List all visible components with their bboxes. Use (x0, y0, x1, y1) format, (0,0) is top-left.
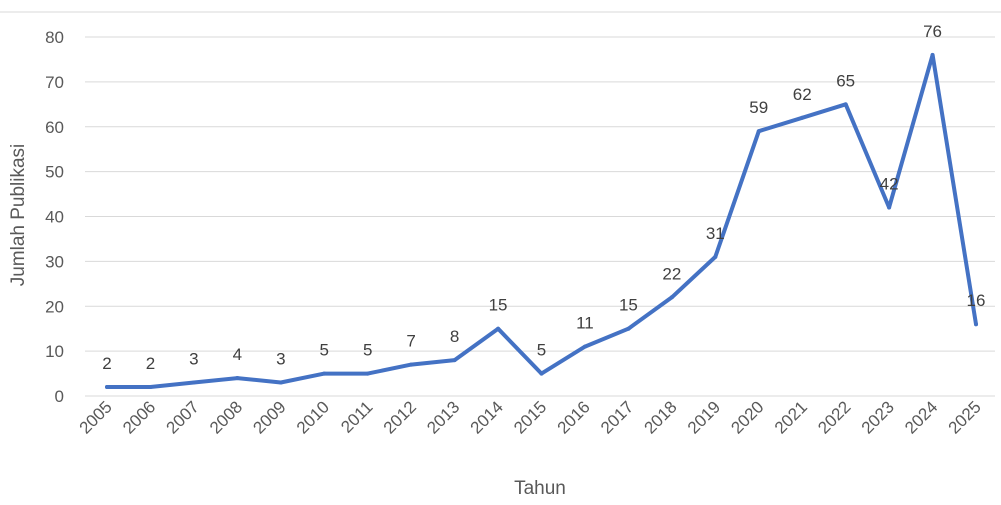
x-tick-label: 2017 (597, 397, 637, 437)
x-axis-title: Tahun (514, 478, 566, 499)
data-point (452, 358, 457, 363)
x-tick-label: 2012 (380, 397, 420, 437)
data-label: 16 (967, 291, 986, 310)
data-label: 65 (836, 71, 855, 90)
x-axis-ticks: 2005 2006 2007 2008 2009 2010 2011 2012 2013 2014… (76, 397, 985, 437)
data-point (756, 129, 761, 134)
data-point (105, 385, 109, 390)
y-tick-label: 70 (45, 73, 64, 92)
y-tick-label: 0 (55, 387, 64, 406)
data-point (800, 115, 805, 120)
data-label: 31 (706, 224, 725, 243)
x-tick-label: 2021 (771, 397, 811, 437)
x-tick-label: 2008 (206, 397, 246, 437)
data-label: 76 (923, 22, 942, 41)
data-point (148, 385, 153, 390)
data-label: 62 (793, 85, 812, 104)
y-tick-label: 40 (45, 208, 64, 227)
data-label: 15 (619, 296, 638, 315)
y-tick-label: 60 (45, 118, 64, 137)
data-point (626, 326, 631, 331)
y-axis-ticks: 0 10 20 30 40 50 60 70 80 (45, 28, 64, 406)
series (105, 52, 978, 390)
data-label: 2 (102, 354, 111, 373)
data-label: 42 (880, 175, 899, 194)
data-point (669, 295, 674, 300)
x-tick-label: 2023 (858, 397, 898, 437)
x-tick-label: 2015 (510, 397, 550, 437)
data-label: 5 (363, 341, 372, 360)
x-tick-label: 2018 (640, 397, 680, 437)
data-label: 5 (320, 341, 329, 360)
data-point (887, 205, 892, 210)
data-point (278, 380, 283, 385)
x-tick-label: 2009 (249, 397, 289, 437)
data-label: 5 (537, 341, 546, 360)
data-point (843, 102, 848, 107)
y-tick-label: 20 (45, 297, 64, 316)
data-label: 11 (576, 314, 594, 333)
data-point (930, 52, 935, 57)
y-tick-label: 10 (45, 342, 64, 361)
x-tick-label: 2016 (554, 397, 594, 437)
x-tick-label: 2013 (423, 397, 463, 437)
data-point (322, 371, 327, 376)
data-label: 7 (406, 332, 415, 351)
data-label: 22 (662, 264, 681, 283)
data-point (539, 371, 544, 376)
data-label: 3 (276, 350, 285, 369)
data-point (191, 380, 196, 385)
x-tick-label: 2011 (337, 397, 376, 436)
data-point (365, 371, 370, 376)
data-point (235, 376, 240, 381)
y-tick-label: 30 (45, 252, 64, 271)
data-point (713, 254, 718, 259)
data-point (582, 344, 587, 349)
x-tick-label: 2020 (727, 397, 767, 437)
y-axis-title: Jumlah Publikasi (8, 144, 29, 287)
x-tick-label: 2006 (119, 397, 159, 437)
data-point (974, 322, 978, 327)
data-point (496, 326, 501, 331)
data-label: 2 (146, 354, 155, 373)
data-label: 3 (189, 350, 198, 369)
x-tick-label: 2007 (163, 397, 203, 437)
gridlines (85, 36, 995, 397)
x-tick-label: 2005 (76, 397, 116, 437)
data-point (409, 362, 414, 367)
data-label: 4 (233, 345, 242, 364)
data-label: 15 (489, 296, 508, 315)
y-tick-label: 50 (45, 163, 64, 182)
x-tick-label: 2025 (945, 397, 985, 437)
y-tick-label: 80 (45, 28, 64, 47)
x-tick-label: 2024 (901, 397, 941, 437)
x-tick-label: 2010 (293, 397, 333, 437)
data-label: 59 (749, 98, 768, 117)
x-tick-label: 2014 (467, 397, 507, 437)
data-label: 8 (450, 327, 459, 346)
x-tick-label: 2022 (814, 397, 854, 437)
x-tick-label: 2019 (684, 397, 724, 437)
